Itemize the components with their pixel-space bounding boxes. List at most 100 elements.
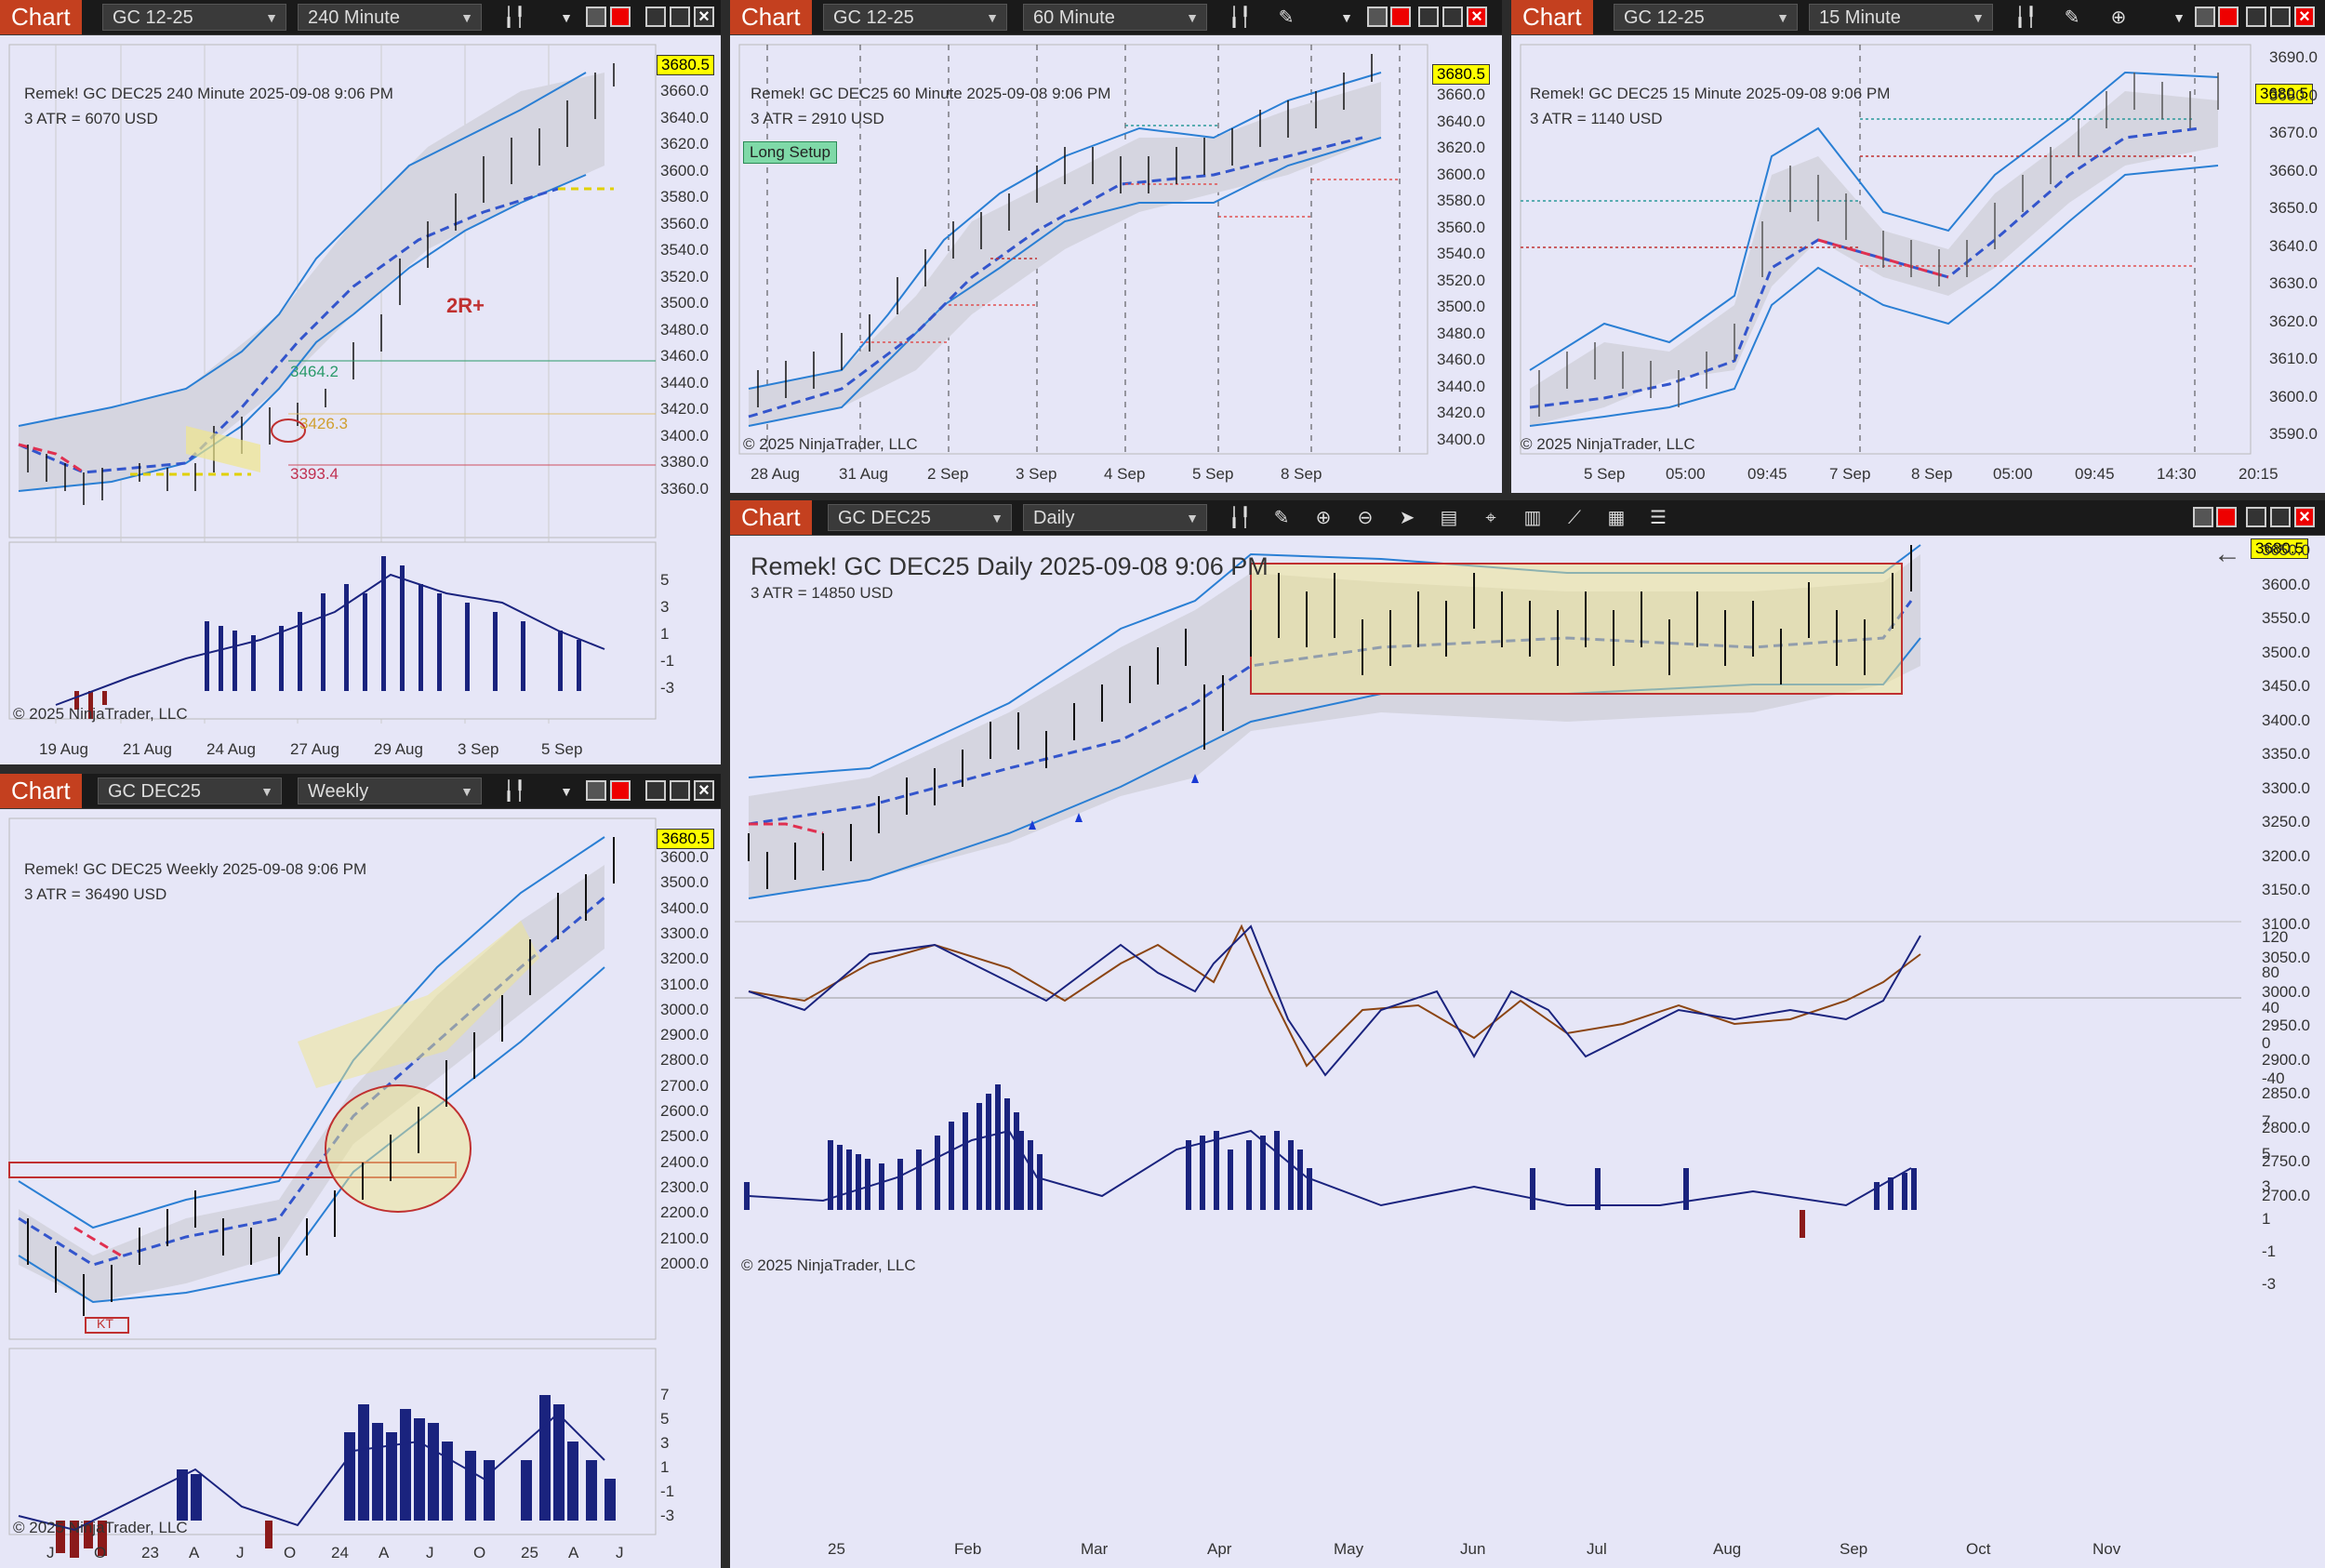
window-red-button[interactable] xyxy=(2218,7,2239,27)
window-gray-button[interactable] xyxy=(2193,507,2213,527)
window-red-button[interactable] xyxy=(610,7,631,27)
y-tick-label: 3400.0 xyxy=(660,898,709,917)
chart-menu-button[interactable]: Chart xyxy=(0,0,82,34)
chart-menu-button[interactable]: Chart xyxy=(730,0,812,34)
maximize-button[interactable] xyxy=(2270,7,2291,27)
y-tick-label: 3400.0 xyxy=(2262,711,2310,729)
window-gray-button[interactable] xyxy=(586,7,606,27)
y-tick-label: 2100.0 xyxy=(660,1229,709,1247)
chart-menu-button[interactable]: Chart xyxy=(730,500,812,535)
bar-style-icon[interactable]: ╽╿ xyxy=(2013,7,2038,28)
y-tick-label: 3440.0 xyxy=(660,373,709,392)
maximize-button[interactable] xyxy=(2270,507,2291,527)
chevron-down-icon[interactable]: ▼ xyxy=(2172,10,2186,25)
data-box-icon[interactable]: ▤ xyxy=(1440,508,1458,528)
properties-icon[interactable]: ☰ xyxy=(1650,508,1667,528)
templates-icon[interactable]: ▦ xyxy=(1607,508,1626,528)
x-tick-label: 09:45 xyxy=(2075,465,2115,483)
y-tick-label: 3380.0 xyxy=(660,453,709,471)
draw-pencil-icon[interactable]: ✎ xyxy=(2064,7,2080,28)
window-gray-button[interactable] xyxy=(2195,7,2215,27)
interval-selector[interactable]: 15 Minute ▼ xyxy=(1809,4,1993,31)
price-chart xyxy=(8,44,657,724)
chart-window-240min: Chart GC 12-25 ▼ 240 Minute ▼ ╽╿ ▼ × xyxy=(0,0,721,764)
x-tick-label: 7 Sep xyxy=(1829,465,1871,483)
chevron-down-icon[interactable]: ▼ xyxy=(560,10,573,25)
maximize-button[interactable] xyxy=(1442,7,1463,27)
chevron-down-icon[interactable]: ▼ xyxy=(1340,10,1353,25)
maximize-button[interactable] xyxy=(670,7,690,27)
interval-selector[interactable]: Weekly ▼ xyxy=(298,777,482,804)
maximize-button[interactable] xyxy=(670,780,690,801)
y-tick-label: 2800.0 xyxy=(2262,1118,2310,1136)
y-tick-label: -3 xyxy=(660,679,675,697)
chart-menu-button[interactable]: Chart xyxy=(1511,0,1593,34)
minimize-button[interactable] xyxy=(645,7,666,27)
kt-label: KT xyxy=(97,1316,113,1331)
instrument-selector[interactable]: GC 12-25 ▼ xyxy=(1614,4,1798,31)
bar-style-icon[interactable]: ╽╿ xyxy=(502,7,526,28)
minimize-button[interactable] xyxy=(2246,7,2266,27)
y-tick-label: 3590.0 xyxy=(2269,425,2318,443)
plot-area[interactable]: Remek! GC DEC25 Weekly 2025-09-08 9:06 P… xyxy=(0,809,721,1568)
window-red-button[interactable] xyxy=(610,780,631,801)
atr-label: 3 ATR = 36490 USD xyxy=(24,885,167,903)
close-button[interactable]: × xyxy=(2294,507,2315,527)
indicators-icon[interactable]: ▥ xyxy=(1523,508,1542,528)
y-tick-label: 3660.0 xyxy=(660,82,709,100)
instrument-selector[interactable]: GC DEC25 ▼ xyxy=(98,777,282,804)
crosshair-icon[interactable]: ⌖ xyxy=(1485,508,1496,528)
x-tick-label: 31 Aug xyxy=(839,465,888,483)
chart-menu-button[interactable]: Chart xyxy=(0,774,82,808)
interval-value: Daily xyxy=(1033,508,1075,528)
plot-area[interactable]: Remek! GC DEC25 240 Minute 2025-09-08 9:… xyxy=(0,35,721,764)
zoom-in-icon[interactable]: ⊕ xyxy=(1315,508,1332,528)
back-arrow-icon[interactable]: ← xyxy=(2213,538,2241,569)
interval-selector[interactable]: Daily ▼ xyxy=(1023,504,1207,531)
atr-label: 3 ATR = 6070 USD xyxy=(24,110,158,127)
instrument-selector[interactable]: GC DEC25 ▼ xyxy=(828,504,1012,531)
x-tick-label: J xyxy=(616,1544,624,1561)
y-tick-label: 1 xyxy=(2262,1210,2271,1228)
y-tick-label: 3640.0 xyxy=(1437,112,1485,130)
strategies-icon[interactable]: ⟋ xyxy=(1568,508,1581,528)
draw-pencil-icon[interactable]: ✎ xyxy=(1273,508,1290,528)
window-red-button[interactable] xyxy=(2216,507,2237,527)
y-tick-label: 1 xyxy=(660,625,670,643)
instrument-selector[interactable]: GC 12-25 ▼ xyxy=(823,4,1007,31)
bar-style-icon[interactable]: ╽╿ xyxy=(502,781,526,802)
toolbar: Chart GC 12-25 ▼ 60 Minute ▼ ╽╿ ✎ ▼ × xyxy=(730,0,1502,35)
minimize-button[interactable] xyxy=(1418,7,1439,27)
interval-selector[interactable]: 240 Minute ▼ xyxy=(298,4,482,31)
chevron-down-icon[interactable]: ▼ xyxy=(560,784,573,799)
x-tick-label: O xyxy=(473,1544,486,1561)
bar-style-icon[interactable]: ╽╿ xyxy=(1228,7,1252,28)
plot-area[interactable]: Remek! GC DEC25 15 Minute 2025-09-08 9:0… xyxy=(1511,35,2325,493)
window-red-button[interactable] xyxy=(1390,7,1411,27)
close-button[interactable]: × xyxy=(2294,7,2315,27)
minimize-button[interactable] xyxy=(645,780,666,801)
close-button[interactable]: × xyxy=(1467,7,1487,27)
x-tick-label: 8 Sep xyxy=(1281,465,1322,483)
close-button[interactable]: × xyxy=(694,7,714,27)
bar-style-icon[interactable]: ╽╿ xyxy=(1228,508,1252,528)
window-gray-button[interactable] xyxy=(586,780,606,801)
y-tick-label: 3600.0 xyxy=(2269,387,2318,405)
instrument-value: GC DEC25 xyxy=(108,781,202,802)
y-tick-label: 2200.0 xyxy=(660,1203,709,1222)
window-gray-button[interactable] xyxy=(1367,7,1388,27)
copyright: © 2025 NinjaTrader, LLC xyxy=(13,1519,188,1536)
pointer-icon[interactable]: ➤ xyxy=(1399,508,1415,528)
instrument-selector[interactable]: GC 12-25 ▼ xyxy=(102,4,286,31)
y-tick-label: 3540.0 xyxy=(1437,245,1485,262)
x-tick-label: O xyxy=(94,1544,107,1561)
interval-selector[interactable]: 60 Minute ▼ xyxy=(1023,4,1207,31)
zoom-in-icon[interactable]: ⊕ xyxy=(2110,7,2127,28)
draw-pencil-icon[interactable]: ✎ xyxy=(1278,7,1295,28)
minimize-button[interactable] xyxy=(2246,507,2266,527)
x-tick-label: Apr xyxy=(1207,1540,1232,1558)
close-button[interactable]: × xyxy=(694,780,714,801)
zoom-out-icon[interactable]: ⊖ xyxy=(1357,508,1374,528)
plot-area[interactable]: Remek! GC DEC25 60 Minute 2025-09-08 9:0… xyxy=(730,35,1502,493)
plot-area[interactable]: Remek! GC DEC25 Daily 2025-09-08 9:06 PM… xyxy=(730,536,2325,1568)
